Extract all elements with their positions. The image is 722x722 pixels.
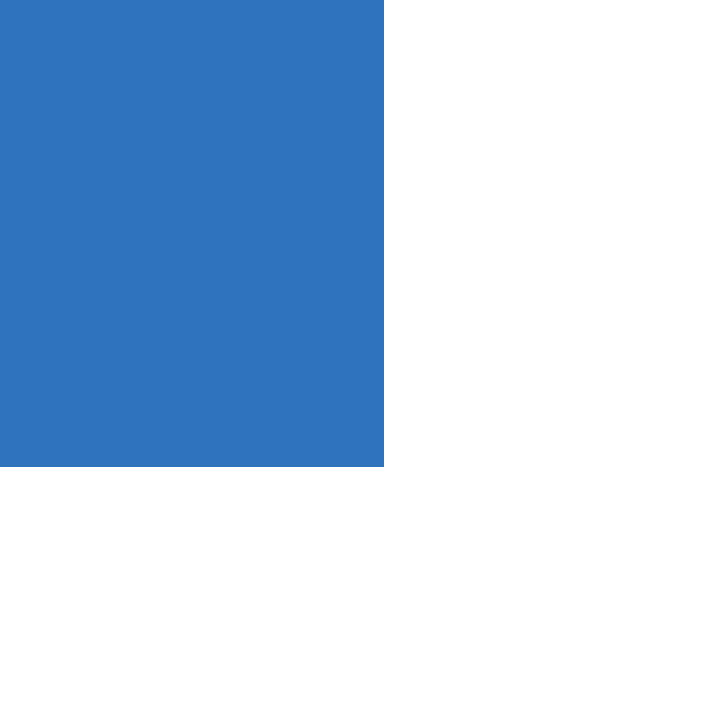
blue-rectangle	[0, 0, 384, 467]
